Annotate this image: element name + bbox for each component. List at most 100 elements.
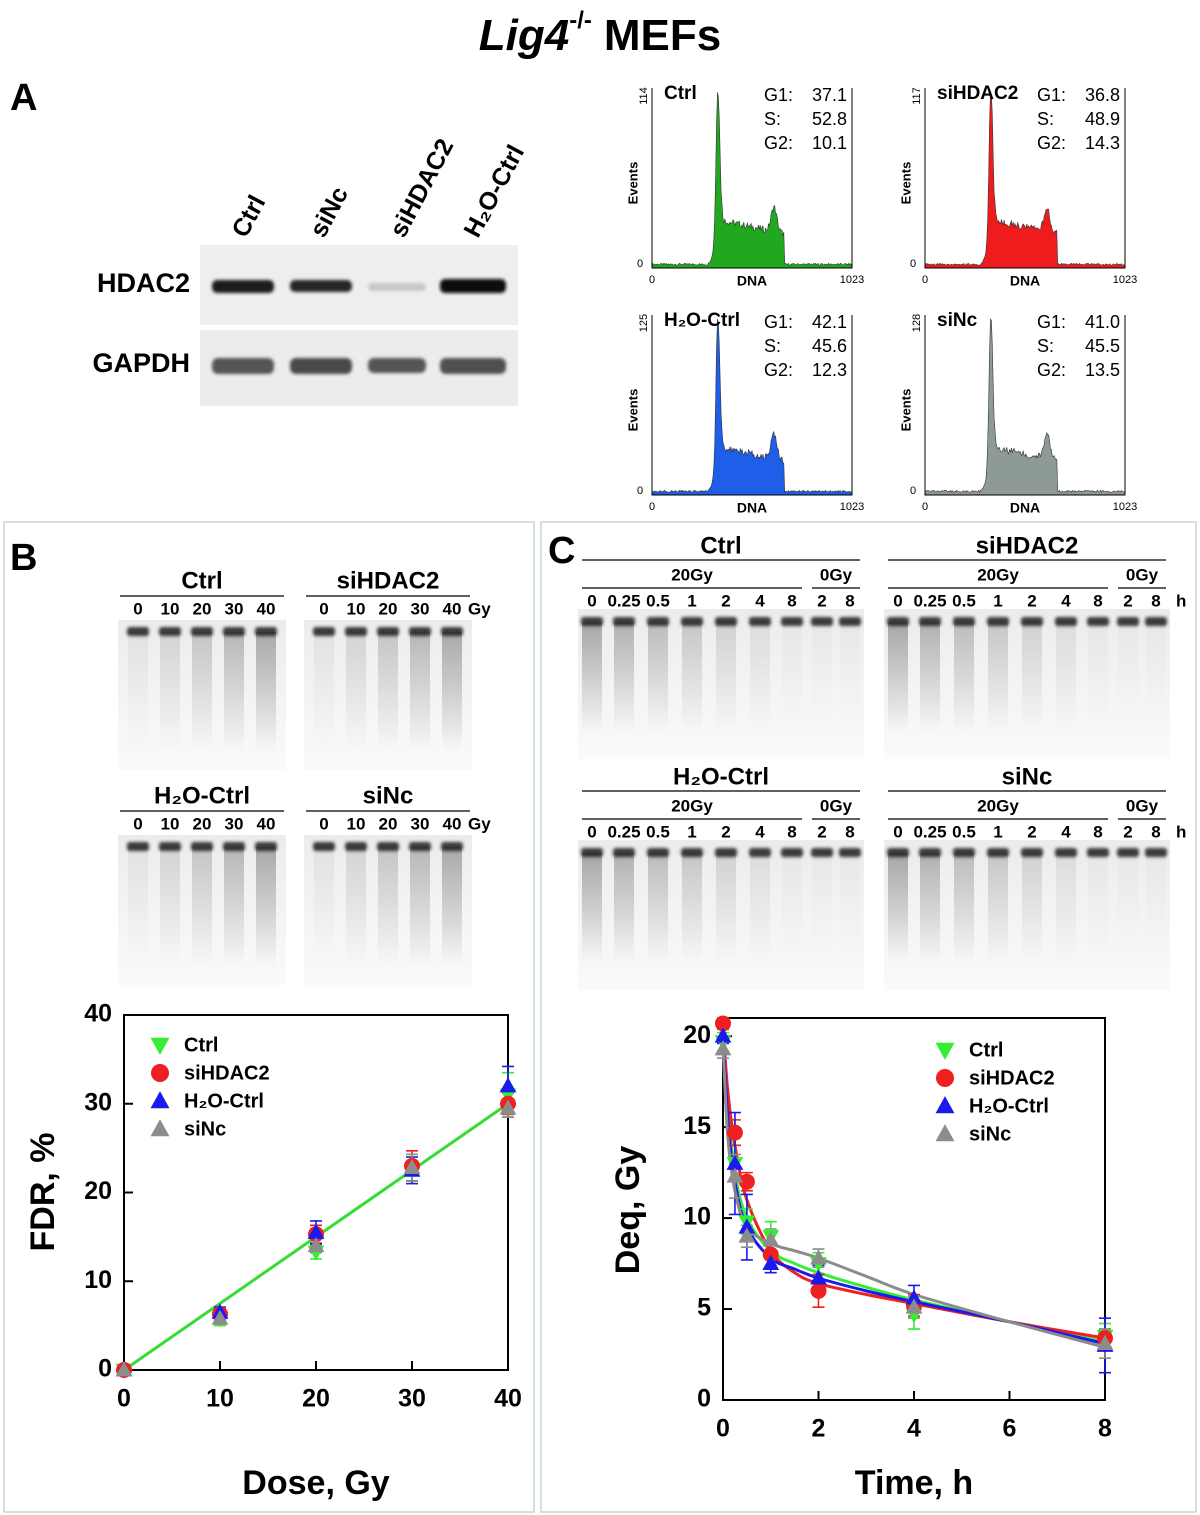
band xyxy=(212,280,274,293)
gel-smear xyxy=(920,622,940,732)
lane-label: 2 xyxy=(817,591,826,610)
gel-smear xyxy=(716,853,736,963)
gel-smear xyxy=(128,632,148,752)
legend-label: H₂O-Ctrl xyxy=(184,1090,264,1112)
lane-unit: h xyxy=(1176,822,1186,841)
gel-band xyxy=(1145,848,1167,857)
histogram-axes xyxy=(924,88,1126,269)
x-axis-label: Time, h xyxy=(855,1464,973,1502)
lane-label: 8 xyxy=(845,822,854,841)
gel-smear xyxy=(128,847,148,967)
gel-smear xyxy=(256,847,276,967)
point xyxy=(738,1227,756,1243)
lane-unit: Gy xyxy=(468,599,491,618)
legend-marker xyxy=(150,1037,170,1055)
lane-label: 10 xyxy=(347,814,366,833)
stat-label: G1: xyxy=(764,312,793,332)
gel-band xyxy=(377,842,399,851)
legend-label: Ctrl xyxy=(969,1039,1003,1061)
point xyxy=(714,1027,732,1043)
gel-band xyxy=(313,842,335,851)
y-tick-label: 30 xyxy=(84,1088,112,1116)
lane-label: 8 xyxy=(1093,822,1102,841)
gel-band xyxy=(613,848,635,857)
gel-smear xyxy=(224,632,244,752)
point xyxy=(726,1167,744,1183)
point xyxy=(1096,1334,1114,1351)
x-tick-label: 20 xyxy=(302,1385,330,1413)
point xyxy=(810,1249,827,1265)
y-tick-label: 114 xyxy=(638,87,650,105)
lane-label: 0.5 xyxy=(646,822,670,841)
gel-smear xyxy=(614,853,634,963)
gel-band xyxy=(919,848,941,857)
gel-smear xyxy=(346,632,366,752)
legend-label: siHDAC2 xyxy=(969,1067,1055,1089)
gel-smear xyxy=(1118,622,1138,732)
lane-label: 0 xyxy=(893,822,902,841)
y-tick-label: 15 xyxy=(683,1112,711,1140)
band xyxy=(290,358,352,374)
gel-band xyxy=(441,842,463,851)
gel-band xyxy=(377,627,399,636)
gel-smear xyxy=(256,632,276,752)
lane-label: 4 xyxy=(1061,591,1071,610)
stat-label: G2: xyxy=(764,360,793,380)
x-tick-label: 40 xyxy=(494,1385,522,1413)
x-tick-label: 4 xyxy=(907,1415,921,1443)
gel-smear xyxy=(840,853,860,963)
gel-band xyxy=(749,617,771,626)
plot-frame xyxy=(123,1014,509,1371)
gel-band xyxy=(887,848,909,857)
x-tick-label: 0 xyxy=(922,501,928,513)
lane-label: 40 xyxy=(257,599,276,618)
lane-label: 2 xyxy=(1027,822,1036,841)
point xyxy=(905,1298,923,1314)
gel-band xyxy=(781,848,803,857)
panel-label: C xyxy=(548,530,575,572)
lane-label: 0.25 xyxy=(607,822,640,841)
gel-band xyxy=(581,848,603,857)
point xyxy=(715,1015,731,1032)
gel-title: siHDAC2 xyxy=(337,567,440,594)
lane-label: 10 xyxy=(161,599,180,618)
gel-band xyxy=(987,617,1009,626)
gel-smear xyxy=(1022,853,1042,963)
y-axis-label: Events xyxy=(898,389,913,432)
band xyxy=(368,283,426,291)
gel-smear xyxy=(840,622,860,732)
gel-band xyxy=(953,848,975,857)
gel-band xyxy=(345,627,367,636)
gel-title: H₂O-Ctrl xyxy=(673,763,769,790)
y-tick-label: 40 xyxy=(84,1000,112,1028)
panel-frame xyxy=(540,521,1197,1513)
legend-marker xyxy=(150,1091,170,1109)
lane-label: 30 xyxy=(225,599,244,618)
stat-value: 48.9 xyxy=(1085,109,1120,129)
legend-marker xyxy=(151,1064,169,1082)
gel-band xyxy=(127,842,149,851)
gel-smear xyxy=(888,853,908,963)
gel-smear xyxy=(582,622,602,732)
blot-bands xyxy=(212,279,506,374)
gel-title: H₂O-Ctrl xyxy=(154,782,250,809)
group-label: 0Gy xyxy=(1126,565,1159,584)
gel-smear xyxy=(988,853,1008,963)
x-tick-label: 0 xyxy=(716,1415,730,1443)
gel-smear xyxy=(442,632,462,752)
x-axis-label: Dose, Gy xyxy=(242,1464,389,1502)
histogram-fill xyxy=(651,318,853,496)
gel-band xyxy=(255,627,277,636)
lane-label: 20 xyxy=(379,814,398,833)
gel-band xyxy=(313,627,335,636)
group-label: 0Gy xyxy=(820,796,853,815)
y-axis-label: Events xyxy=(898,162,913,205)
lane-label: 0.5 xyxy=(952,822,976,841)
y-tick-label: 10 xyxy=(84,1266,112,1294)
gel-band xyxy=(839,848,861,857)
gel-band xyxy=(647,848,669,857)
panel-label: A xyxy=(10,77,37,119)
y-tick-label: 128 xyxy=(911,314,923,332)
gel-band xyxy=(839,617,861,626)
